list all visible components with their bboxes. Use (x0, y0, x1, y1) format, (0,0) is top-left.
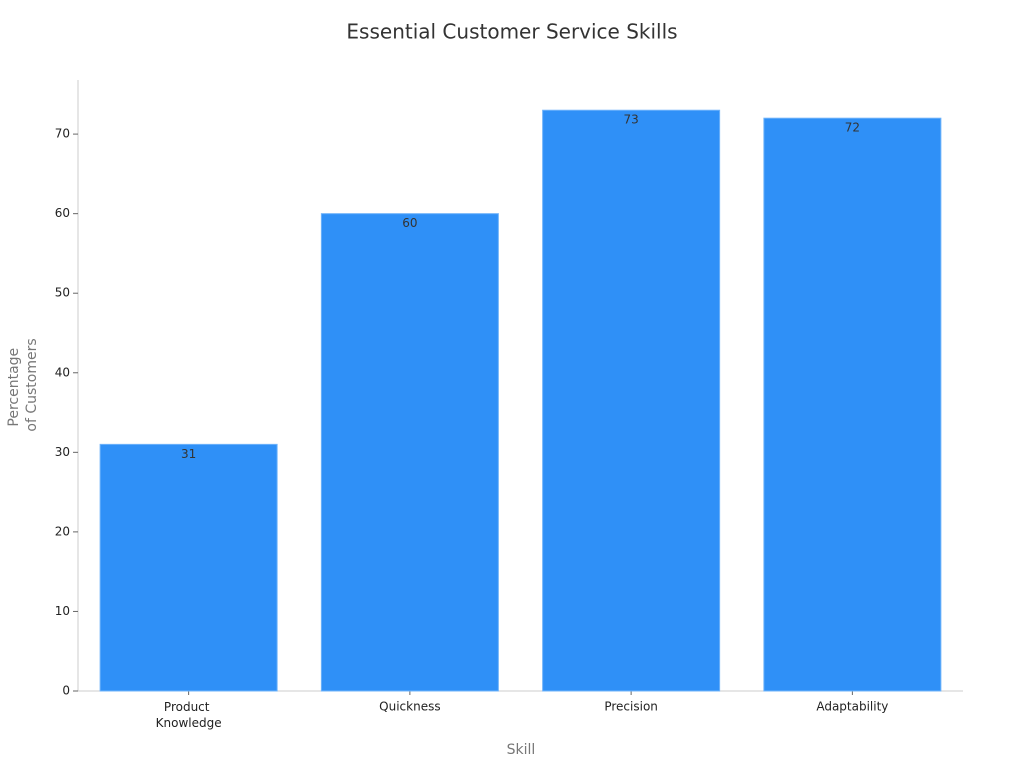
bar (99, 443, 278, 692)
bar (320, 213, 499, 692)
y-tick-label: 30 (55, 445, 70, 459)
bar (763, 117, 942, 692)
value-label: 60 (402, 216, 417, 230)
x-tick-label: Precision (604, 700, 658, 714)
y-tick-label: 50 (55, 286, 70, 300)
y-tick-label: 0 (62, 684, 70, 698)
y-tick-label: 60 (55, 206, 70, 220)
value-label: 31 (181, 447, 196, 461)
chart-title: Essential Customer Service Skills (346, 20, 677, 44)
y-tick-label: 70 (55, 127, 70, 141)
x-axis-title: Skill (507, 742, 536, 758)
x-tick-label: Product Knowledge (156, 700, 222, 730)
y-axis-title: Percentage of Customers (6, 338, 40, 431)
x-tick-label: Adaptability (816, 700, 888, 714)
y-tick-label: 10 (55, 604, 70, 618)
value-label: 72 (845, 121, 860, 135)
bar (542, 109, 721, 692)
value-label: 73 (623, 113, 638, 127)
x-tick-label: Quickness (379, 700, 440, 714)
y-tick-label: 20 (55, 524, 70, 538)
y-tick-label: 40 (55, 365, 70, 379)
